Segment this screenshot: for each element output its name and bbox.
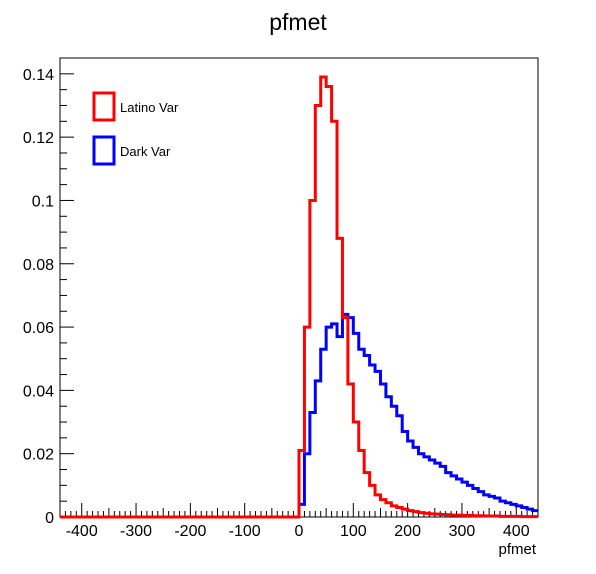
y-tick-label: 0.04: [23, 383, 54, 400]
x-tick-label: 400: [503, 523, 530, 540]
x-tick-label: -200: [174, 523, 206, 540]
legend-label-latino-var: Latino Var: [120, 100, 179, 115]
y-tick-label: 0.08: [23, 257, 54, 274]
y-tick-label: 0.02: [23, 447, 54, 464]
legend: Latino Var Dark Var: [92, 91, 179, 166]
y-tick-label: 0.12: [23, 130, 54, 147]
x-axis-label: pfmet: [498, 541, 536, 558]
y-tick-label: 0: [45, 510, 54, 527]
x-tick-label: -400: [66, 523, 98, 540]
x-tick-label: -300: [120, 523, 152, 540]
legend-swatch-dark-var: [92, 135, 116, 166]
x-tick-label: 300: [449, 523, 476, 540]
x-tick-label: 0: [295, 523, 304, 540]
legend-label-dark-var: Dark Var: [120, 144, 171, 159]
x-tick-label: -100: [229, 523, 261, 540]
y-tick-label: 0.14: [23, 67, 54, 84]
x-axis: -400 -300 -200 -100 0 100 200 300 400: [59, 503, 539, 540]
series-layer: [60, 75, 538, 519]
y-axis: 0 0.02 0.04 0.06 0.08 0.1 0.12 0.14: [23, 57, 74, 527]
series-line-dark-var: [60, 312, 538, 519]
y-tick-label: 0.1: [32, 193, 54, 210]
x-tick-label: 100: [340, 523, 367, 540]
y-tick-label: 0.06: [23, 320, 54, 337]
chart-title: pfmet: [269, 9, 327, 35]
legend-swatch-latino-var: [92, 91, 116, 122]
plot-frame: [59, 57, 539, 518]
series-line-latino-var: [60, 75, 538, 519]
x-tick-label: 200: [394, 523, 421, 540]
